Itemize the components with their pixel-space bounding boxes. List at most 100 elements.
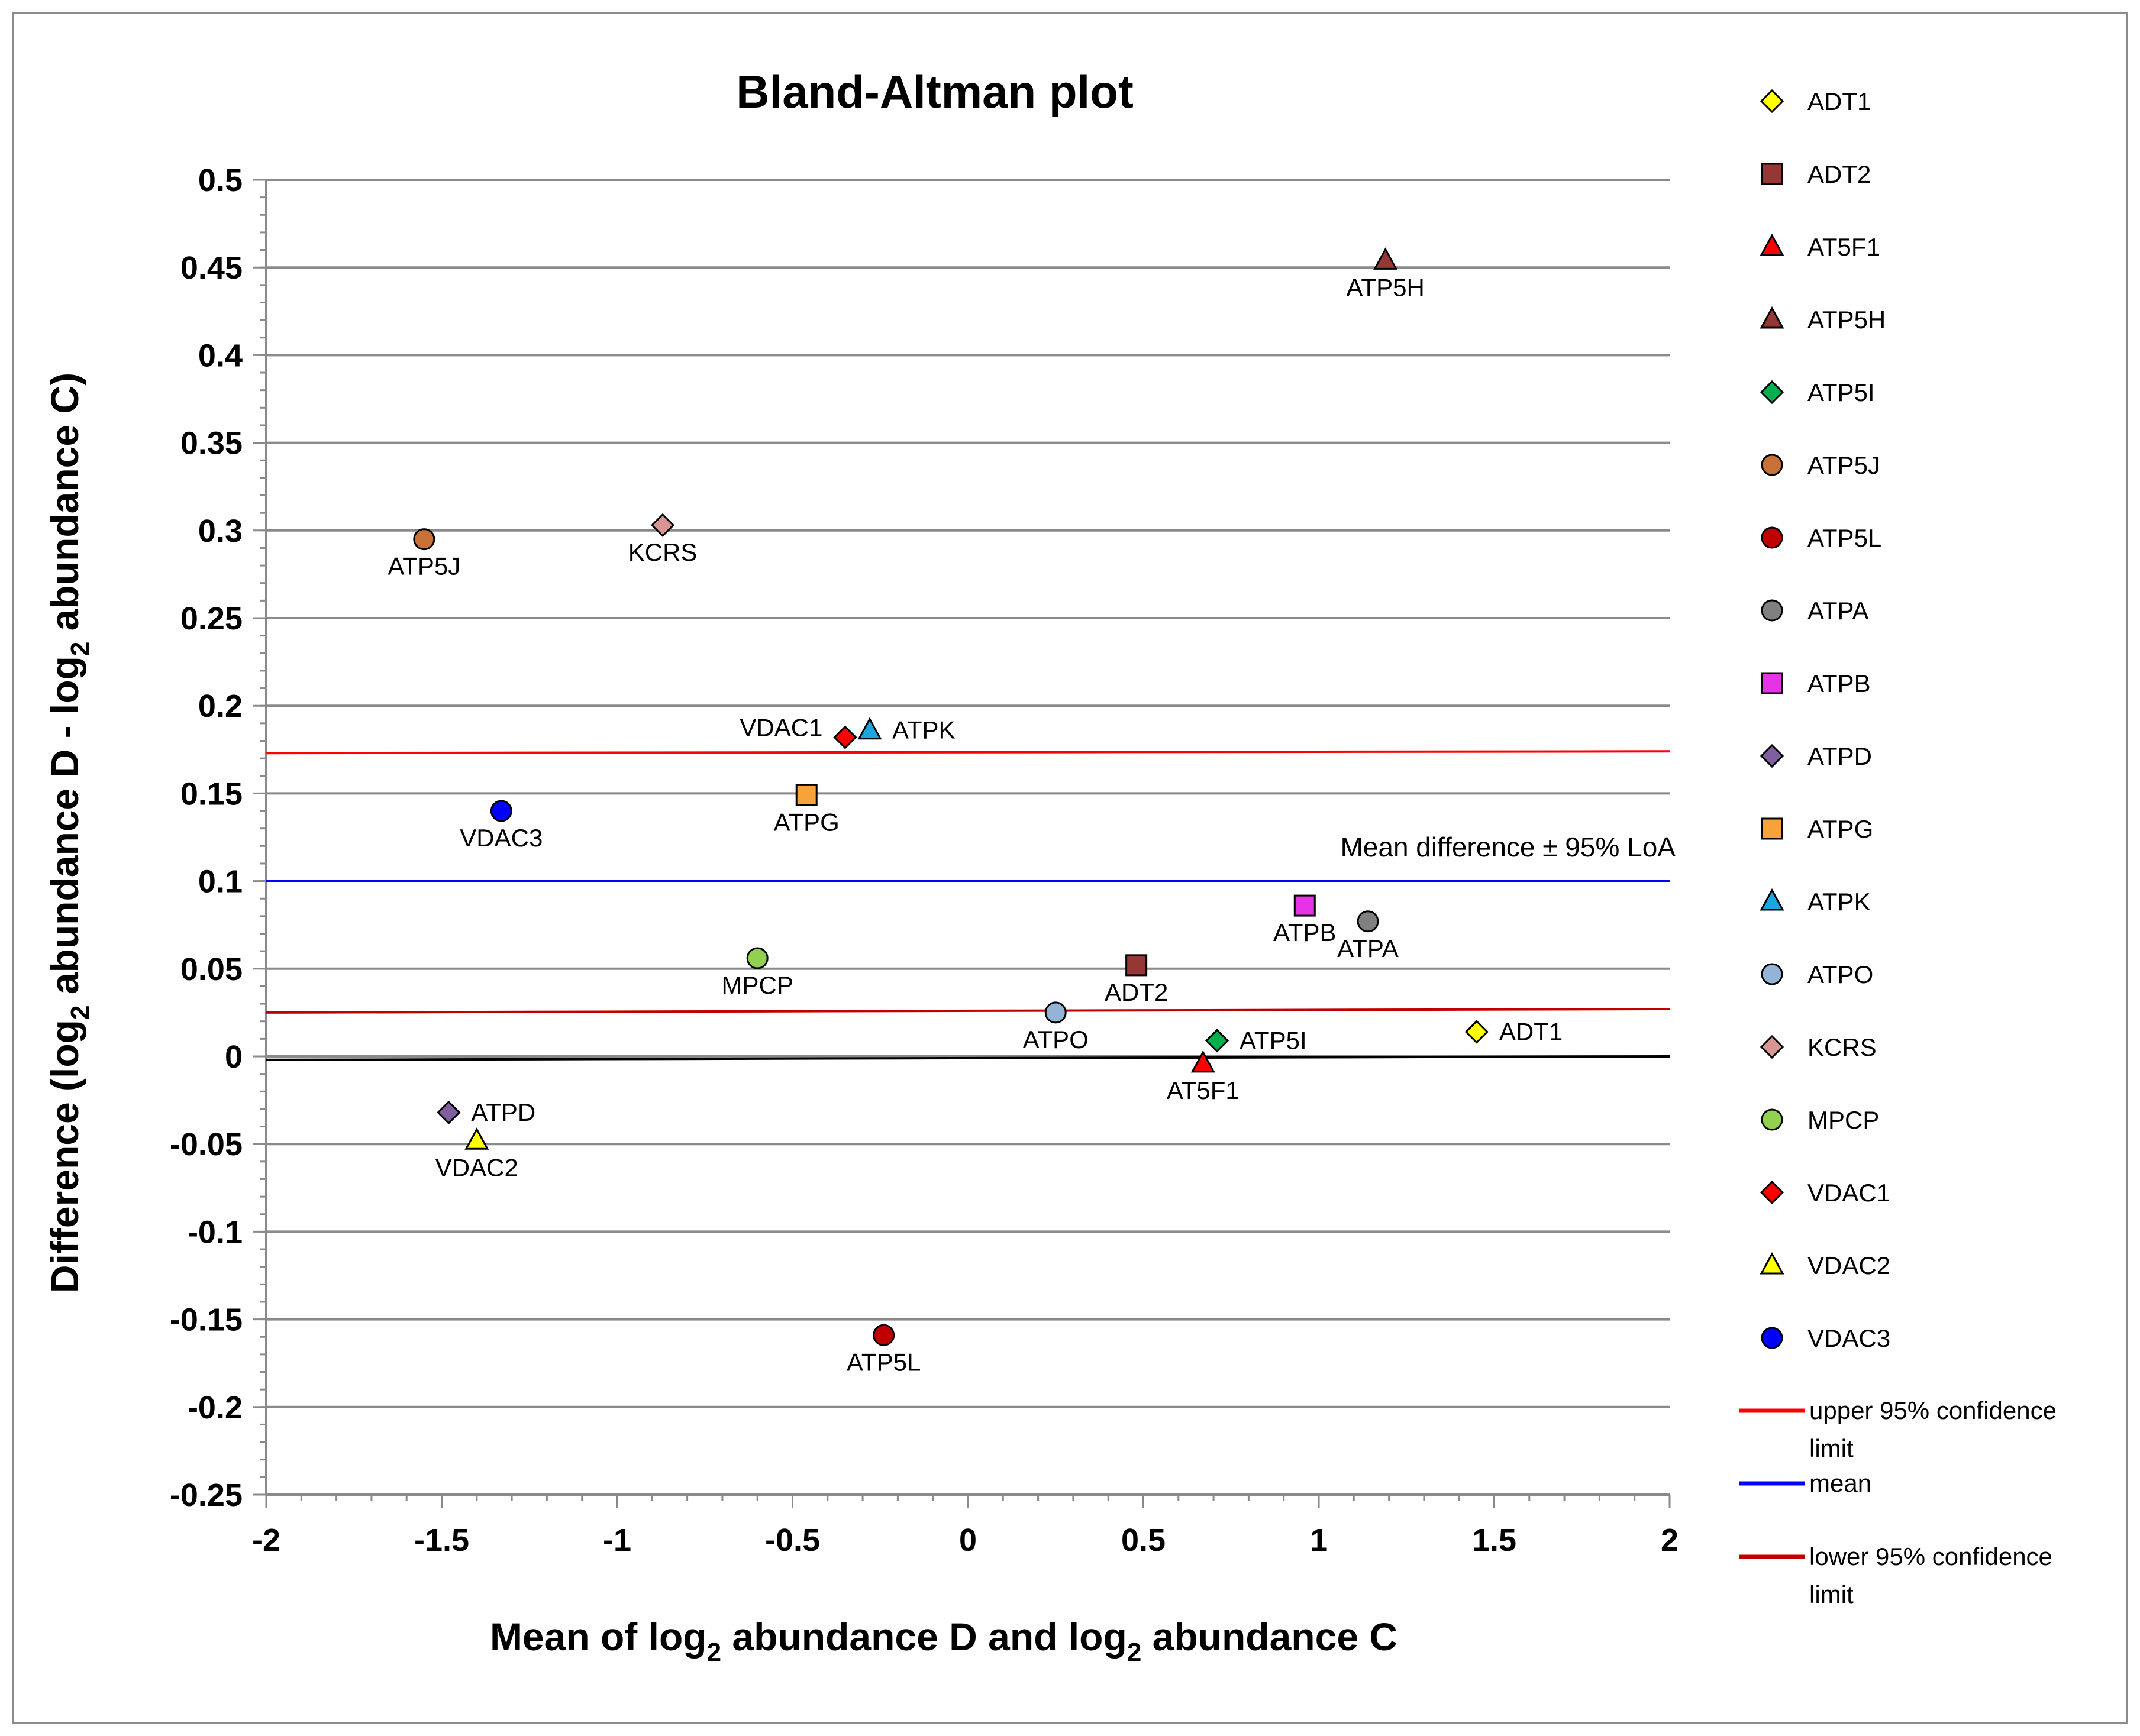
point-atpk: [857, 717, 882, 740]
x-tick-label: 2: [1661, 1522, 1679, 1558]
legend-label-vdac3: VDAC3: [1807, 1324, 1890, 1352]
legend-label-atpa: ATPA: [1807, 597, 1868, 625]
legend-marker-atpo: [1761, 963, 1783, 985]
legend-marker-vdac3: [1761, 1327, 1783, 1349]
chart-frame: [12, 12, 2128, 1724]
point-label-atp5j: ATP5J: [388, 552, 460, 580]
legend-label-mpcp: MPCP: [1807, 1106, 1879, 1134]
point-label-adt2: ADT2: [1105, 978, 1168, 1006]
y-tick-label: -0.05: [170, 1127, 243, 1162]
point-label-atp5i: ATP5I: [1240, 1026, 1307, 1054]
point-kcrs: [650, 513, 675, 538]
legend-marker-vdac2: [1760, 1252, 1784, 1275]
point-atp5l: [873, 1324, 895, 1346]
legend-marker-atp5i: [1760, 380, 1784, 405]
point-label-kcrs: KCRS: [628, 538, 698, 566]
point-vdac2: [464, 1127, 489, 1150]
legend-label-adt1: ADT1: [1807, 88, 1871, 115]
x-tick-label: 0: [959, 1522, 977, 1558]
point-label-vdac1: VDAC1: [740, 714, 822, 742]
point-atp5j: [413, 528, 435, 551]
legend-line-label: limit: [1809, 1580, 1854, 1608]
legend-label-atpb: ATPB: [1807, 670, 1871, 697]
y-tick-label: -0.15: [170, 1302, 243, 1338]
chart-title: Bland-Altman plot: [736, 66, 1134, 118]
legend-marker-atp5l: [1761, 526, 1783, 549]
mean-difference-annotation: Mean difference ± 95% LoA: [1340, 832, 1676, 862]
y-tick-label: 0: [225, 1039, 243, 1075]
point-label-mpcp: MPCP: [722, 971, 793, 999]
legend-label-atpk: ATPK: [1807, 888, 1871, 916]
legend-marker-atp5h: [1760, 306, 1784, 329]
legend-marker-atpg: [1761, 817, 1783, 840]
x-tick-label: -1: [603, 1522, 631, 1558]
point-label-atp5h: ATP5H: [1347, 273, 1425, 301]
point-label-vdac2: VDAC2: [435, 1153, 518, 1181]
point-label-vdac3: VDAC3: [460, 824, 543, 852]
legend-marker-atpd: [1760, 743, 1784, 768]
point-label-adt1: ADT1: [1499, 1018, 1563, 1046]
legend-label-kcrs: KCRS: [1807, 1033, 1877, 1061]
legend-marker-atp5j: [1761, 454, 1783, 476]
point-label-atp5l: ATP5L: [847, 1348, 921, 1376]
y-tick-label: 0.05: [180, 952, 243, 987]
legend-marker-adt2: [1761, 163, 1783, 185]
legend-line-label: limit: [1809, 1434, 1854, 1462]
reference-lines: [266, 750, 1670, 1061]
point-mpcp: [746, 947, 769, 969]
point-label-atpb: ATPB: [1273, 919, 1337, 946]
point-label-atpo: ATPO: [1023, 1026, 1089, 1053]
legend-marker-kcrs: [1760, 1035, 1784, 1059]
reference-line-lower-95-confidence-limit: [266, 1007, 1670, 1014]
legend-label-atp5h: ATP5H: [1807, 306, 1886, 334]
legend-label-atpd: ATPD: [1807, 742, 1872, 770]
legend-marker-at5f1: [1760, 233, 1784, 256]
x-tick-label: 0.5: [1121, 1522, 1166, 1558]
x-tick-label: 1: [1310, 1522, 1328, 1558]
legend-label-vdac2: VDAC2: [1807, 1252, 1890, 1279]
y-tick-label: 0.4: [198, 338, 243, 373]
legend-marker-vdac1: [1760, 1180, 1784, 1205]
legend-line-label: lower 95% confidence: [1809, 1543, 2052, 1570]
point-atpb: [1293, 894, 1316, 917]
legend-marker-adt1: [1760, 89, 1784, 114]
point-label-atpk: ATPK: [892, 716, 956, 744]
reference-line-zero: [266, 1055, 1670, 1061]
x-tick-label: 1.5: [1472, 1522, 1516, 1558]
y-tick-label: 0.15: [180, 776, 243, 812]
y-tick-label: 0.2: [198, 688, 243, 724]
gridlines: [266, 179, 1670, 1496]
axes: 0.5 0.45 0.4 0.35 0.3 0.25 0.2 0.15 0.1 0.05 0 -0.0…: [170, 163, 1679, 1558]
x-tick-label: -1.5: [414, 1522, 469, 1558]
legend-label-at5f1: AT5F1: [1807, 233, 1880, 261]
point-labels: ADT1ADT2AT5F1ATP5HATP5IATP5JATP5LATPAATP…: [388, 273, 1563, 1376]
legend-label-atpo: ATPO: [1807, 961, 1873, 988]
y-tick-label: 0.3: [198, 513, 243, 549]
y-tick-label: -0.1: [188, 1214, 243, 1250]
point-label-atpd: ATPD: [471, 1098, 535, 1126]
legend-label-adt2: ADT2: [1807, 160, 1871, 188]
legend-label-atp5i: ATP5I: [1807, 379, 1875, 406]
point-atpg: [795, 784, 818, 806]
point-atpo: [1044, 1001, 1067, 1024]
legend: ADT1 ADT2 AT5F1 ATP5H ATP5I ATP5J ATP5L ATPA ATP…: [1739, 88, 2057, 1608]
point-label-at5f1: AT5F1: [1167, 1076, 1240, 1104]
y-tick-label: 0.25: [180, 601, 243, 636]
point-vdac3: [490, 800, 512, 822]
legend-marker-mpcp: [1761, 1108, 1783, 1131]
legend-line-label: upper 95% confidence: [1809, 1396, 2057, 1424]
point-vdac1: [833, 725, 857, 749]
legend-label-vdac1: VDAC1: [1807, 1179, 1890, 1207]
x-tick-label: -2: [252, 1522, 280, 1558]
y-tick-label: 0.35: [180, 426, 243, 461]
legend-label-atp5l: ATP5L: [1807, 524, 1881, 552]
point-atpd: [437, 1100, 461, 1124]
x-axis-label: Mean of log2 abundance D and log2 abunda…: [490, 1615, 1397, 1667]
y-axis-label: Difference (log2 abundance D - log2 abun…: [43, 373, 95, 1293]
legend-marker-atpa: [1761, 599, 1783, 622]
point-adt1: [1464, 1020, 1489, 1044]
y-tick-label: 0.45: [180, 250, 243, 286]
y-tick-label: 0.1: [198, 864, 243, 900]
data-points: [413, 247, 1489, 1346]
